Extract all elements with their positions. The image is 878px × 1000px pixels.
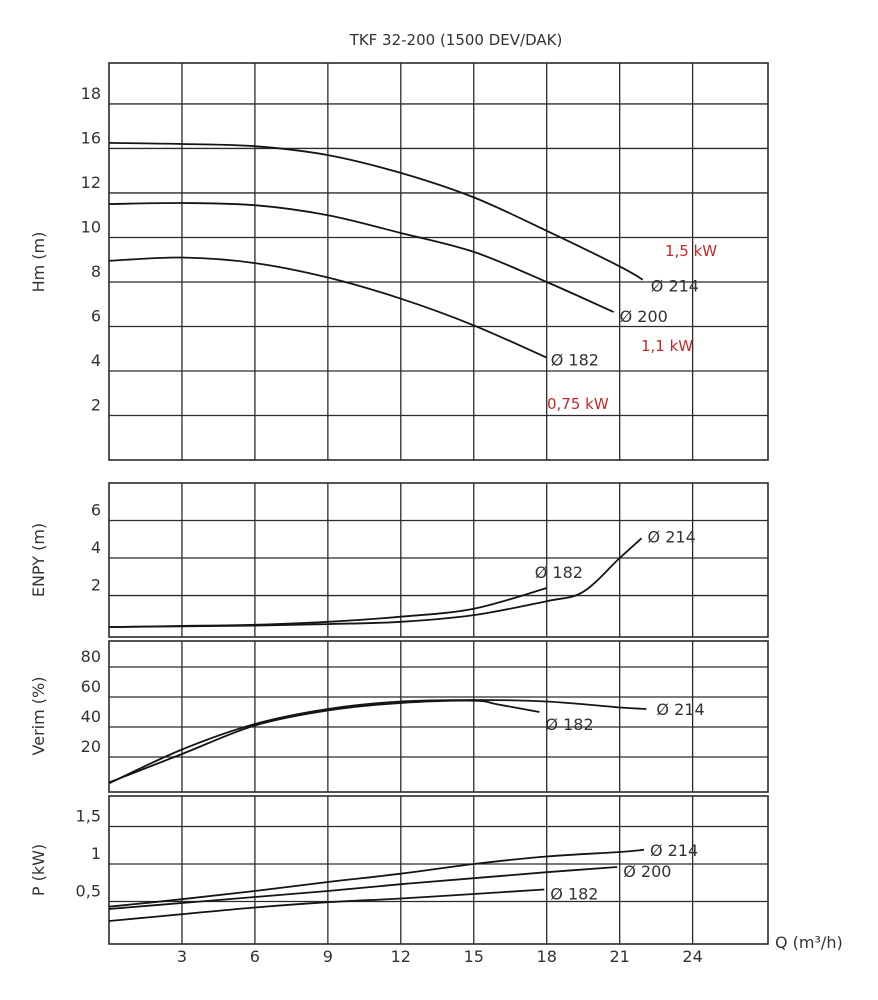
series-label: Ø 182 — [551, 351, 599, 370]
series-label: Ø 182 — [545, 715, 593, 734]
panel-enpy: 2 4 6 ENPY (m) Ø 214 Ø 182 — [29, 482, 769, 638]
x-tick-label: 6 — [250, 947, 260, 966]
series-label: Ø 214 — [656, 700, 704, 719]
power-label-0-75kw: 0,75 kW — [547, 395, 609, 413]
y-tick-label: 4 — [91, 351, 101, 370]
curve-hm-214 — [108, 142, 644, 281]
y-tick-label: 10 — [81, 217, 101, 236]
series-label: Ø 214 — [651, 277, 699, 296]
y-tick-label: 2 — [91, 395, 101, 414]
series-label: Ø 182 — [550, 884, 598, 903]
power-label-1-1kw: 1,1 kW — [641, 337, 693, 355]
x-tick-label: 18 — [537, 947, 557, 966]
y-axis-title-verim: Verim (%) — [29, 677, 48, 756]
x-axis-label: Q (m³/h) — [775, 933, 843, 952]
x-axis-ticks: 3 6 9 12 15 18 21 24 — [177, 947, 703, 966]
curve-verim-182 — [108, 699, 540, 784]
y-axis-title-enpy: ENPY (m) — [29, 523, 48, 597]
y-tick-label: 6 — [91, 306, 101, 325]
panel-hm: 2 4 6 8 10 12 16 18 Hm (m) Ø 214 Ø 200 Ø 182 — [29, 62, 769, 461]
curve-verim-214 — [108, 699, 647, 785]
y-axis-title-hm: Hm (m) — [29, 232, 48, 293]
y-tick-label: 0,5 — [76, 881, 101, 900]
y-tick-label: 40 — [81, 707, 101, 726]
curve-hm-200 — [108, 202, 614, 313]
x-tick-label: 15 — [464, 947, 484, 966]
x-tick-label: 3 — [177, 947, 187, 966]
curve-p-214 — [108, 848, 645, 908]
y-tick-label: 4 — [91, 538, 101, 557]
y-axis-title-p: P (kW) — [29, 844, 48, 896]
panel-frame — [108, 482, 769, 638]
x-tick-label: 9 — [323, 947, 333, 966]
curve-enpy-214 — [108, 537, 643, 628]
x-tick-label: 12 — [391, 947, 411, 966]
panel-frame — [108, 640, 769, 793]
curve-hm-182 — [108, 256, 548, 359]
y-tick-label: 8 — [91, 262, 101, 281]
chart-title: TKF 32-200 (1500 DEV/DAK) — [349, 31, 563, 49]
series-label: Ø 182 — [535, 563, 583, 582]
y-tick-label: 80 — [81, 647, 101, 666]
y-tick-label: 60 — [81, 677, 101, 696]
series-label: Ø 200 — [620, 307, 668, 326]
y-tick-label: 16 — [81, 128, 101, 147]
y-tick-label: 6 — [91, 501, 101, 520]
panel-frame — [108, 62, 769, 461]
series-label: Ø 214 — [648, 527, 696, 546]
curve-p-200 — [108, 866, 618, 910]
curve-enpy-182 — [108, 587, 547, 628]
y-tick-label: 1,5 — [76, 807, 101, 826]
panel-frame — [108, 795, 769, 945]
x-tick-label: 24 — [682, 947, 702, 966]
curve-p-182 — [108, 888, 545, 922]
y-tick-label: 18 — [81, 84, 101, 103]
x-tick-label: 21 — [609, 947, 629, 966]
y-tick-label: 2 — [91, 576, 101, 595]
y-tick-label: 20 — [81, 737, 101, 756]
panel-verim: 20 40 60 80 Verim (%) Ø 214 Ø 182 — [29, 640, 769, 793]
panel-p: 0,5 1 1,5 P (kW) Ø 214 Ø 200 Ø 182 — [29, 795, 769, 945]
y-tick-label: 1 — [91, 844, 101, 863]
y-tick-label: 12 — [81, 173, 101, 192]
power-label-1-5kw: 1,5 kW — [665, 242, 717, 260]
series-label: Ø 214 — [650, 841, 698, 860]
series-label: Ø 200 — [623, 862, 671, 881]
